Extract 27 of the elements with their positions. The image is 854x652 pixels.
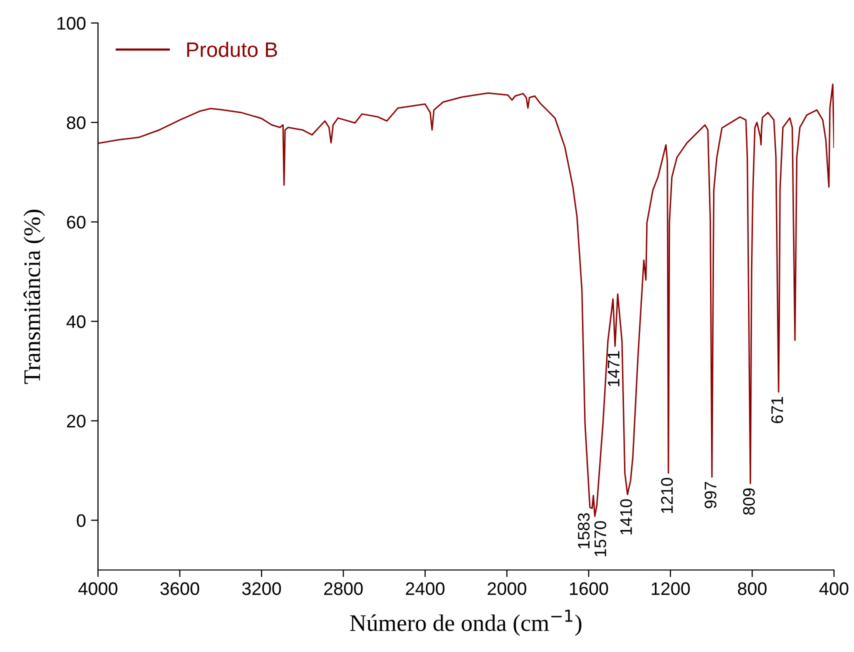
annotation: 1583	[578, 513, 590, 548]
x-tick-label: 2800	[324, 582, 363, 596]
y-tick-label: 40	[66, 315, 86, 328]
annotation: 1471	[608, 351, 620, 386]
y-tick-label: 60	[67, 216, 86, 229]
annotation: 1210	[661, 478, 673, 513]
x-tick-label: 1200	[652, 582, 690, 596]
legend-label: Produto B	[187, 42, 278, 58]
annotation: 809	[743, 488, 755, 515]
x-axis-title: Número de onda (cm$^{−1}$)	[350, 610, 582, 636]
annotation: 671	[771, 396, 784, 424]
x-tick-label: 4000	[78, 582, 118, 596]
annotation: 1570	[594, 521, 606, 556]
y-tick-label: 100	[57, 16, 86, 30]
y-tick-label: 20	[67, 414, 86, 428]
x-tick-label: 800	[738, 582, 767, 596]
x-tick-label: 1600	[570, 582, 608, 596]
y-axis-title: Transmitância (%)	[24, 210, 45, 384]
annotation: 997	[704, 482, 716, 508]
y-tick-label: 0	[76, 514, 86, 527]
y-tick-label: 80	[66, 116, 86, 130]
x-tick-label: 3600	[160, 582, 200, 596]
x-tick-label: 2000	[488, 582, 526, 596]
x-tick-label: 400	[819, 582, 848, 596]
annotation: 1410	[620, 499, 632, 534]
x-tick-label: 2400	[406, 582, 444, 596]
x-tick-label: 3200	[242, 582, 281, 596]
